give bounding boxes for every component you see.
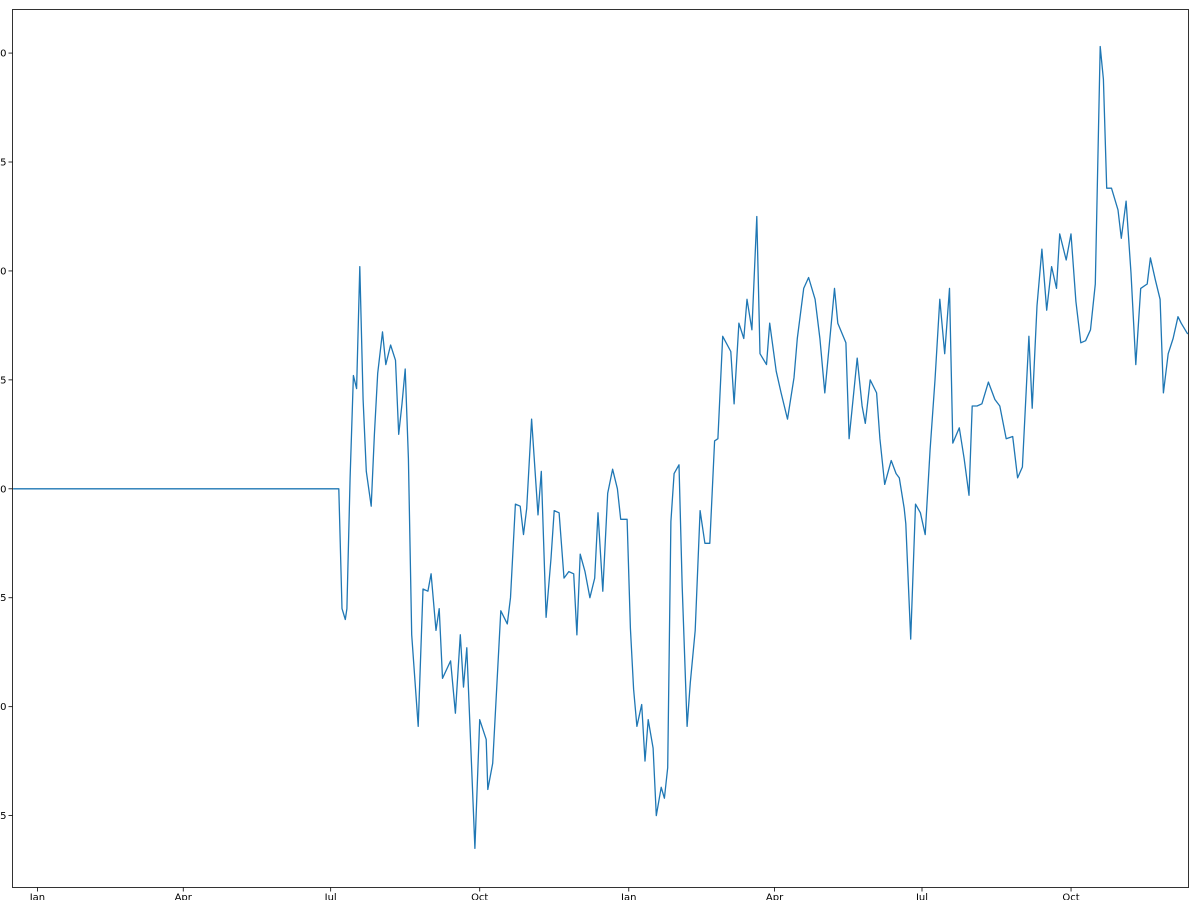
x-tick-label: Apr [175, 893, 193, 900]
y-tick-label: 5 [0, 158, 6, 169]
axes-frame [12, 9, 1189, 888]
x-tick-label: Jan [620, 893, 636, 900]
x-tick-label: Apr [766, 893, 784, 900]
x-tick-label: Jan [29, 893, 45, 900]
y-tick-label: 0 [0, 484, 6, 495]
x-tick-label: Jul [915, 893, 928, 900]
y-tick-label: 5 [0, 811, 6, 822]
y-tick-label: 0 [0, 702, 6, 713]
y-tick-label: 5 [0, 593, 6, 604]
data-line [13, 45, 1189, 849]
x-tick-label: Jul [324, 893, 337, 900]
y-tick-label: 0 [0, 266, 6, 277]
y-tick-label: 0 [0, 49, 6, 60]
x-tick-label: Oct [471, 893, 488, 900]
y-tick-label: 5 [0, 375, 6, 386]
x-tick-label: Oct [1062, 893, 1079, 900]
